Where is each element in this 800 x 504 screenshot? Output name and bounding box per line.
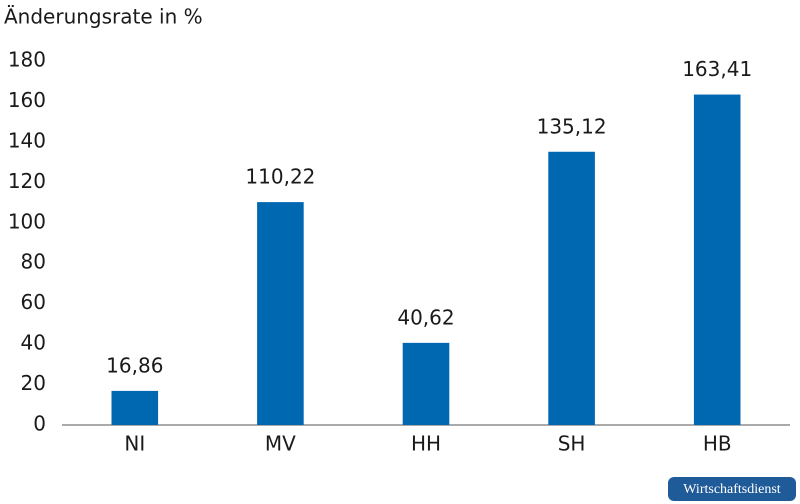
bar xyxy=(693,94,741,425)
value-label: 40,62 xyxy=(397,305,454,329)
badge-background xyxy=(668,477,796,501)
x-tick-label: MV xyxy=(265,432,296,456)
x-tick-label: SH xyxy=(558,432,586,456)
bar xyxy=(402,342,450,425)
x-tick-label: NI xyxy=(124,432,145,456)
y-tick-label: 160 xyxy=(8,88,46,112)
x-tick-label: HH xyxy=(411,432,441,456)
y-tick-label: 180 xyxy=(8,48,46,72)
y-tick-label: 40 xyxy=(21,331,46,355)
y-tick-label: 80 xyxy=(21,250,46,274)
x-tick-label: HB xyxy=(703,432,732,456)
y-tick-label: 0 xyxy=(33,412,46,436)
bar xyxy=(257,202,304,425)
value-label: 110,22 xyxy=(245,165,315,189)
y-tick-label: 100 xyxy=(8,209,46,233)
y-tick-label: 120 xyxy=(8,169,46,193)
axis-title: Änderungsrate in % xyxy=(4,5,203,29)
y-tick-label: 140 xyxy=(8,128,46,152)
value-label: 163,41 xyxy=(682,57,752,81)
badge: Wirtschaftsdienst xyxy=(683,482,781,497)
bar xyxy=(111,390,159,425)
value-label: 135,12 xyxy=(537,114,607,138)
bar xyxy=(548,151,595,426)
y-tick-label: 20 xyxy=(21,371,46,395)
value-label: 16,86 xyxy=(106,353,163,377)
y-tick-label: 60 xyxy=(21,290,46,314)
